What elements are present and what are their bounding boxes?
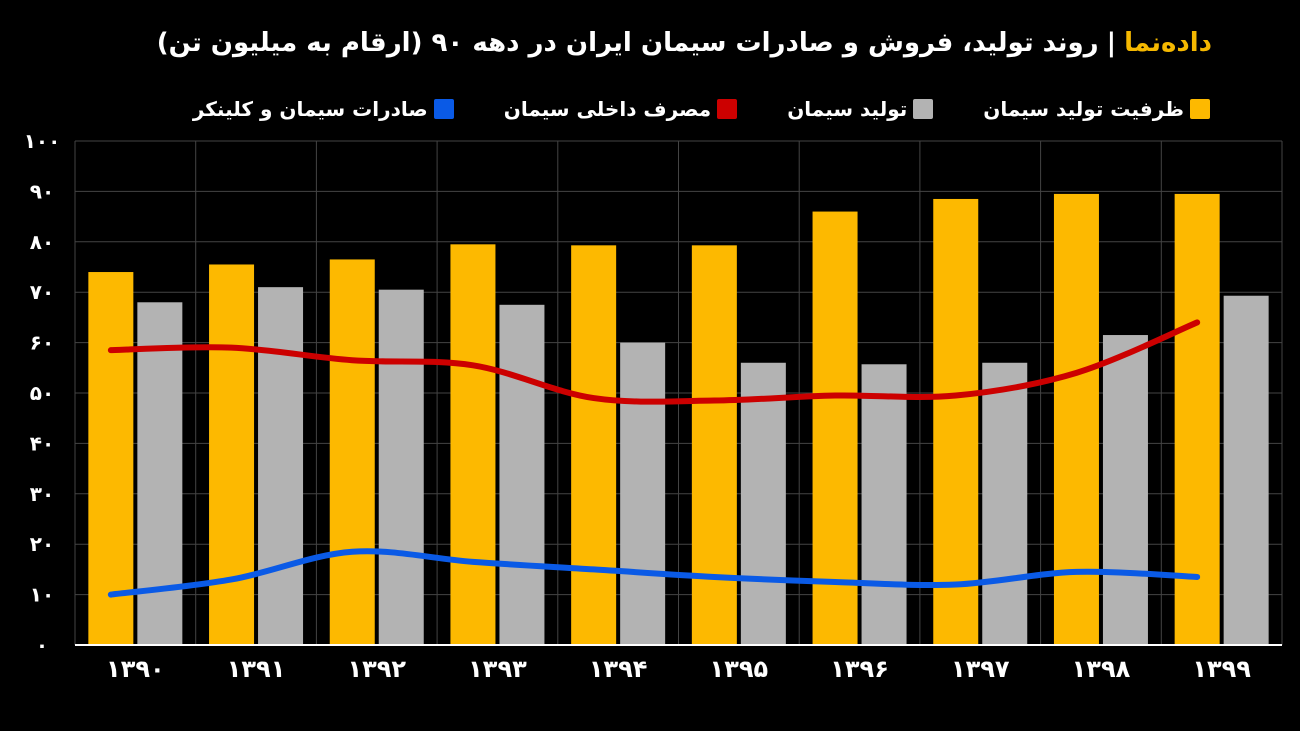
legend-swatch-capacity — [1190, 99, 1210, 119]
bar-capacity — [812, 211, 858, 645]
bar-production — [620, 342, 666, 645]
y-tick-label: ۹۰ — [30, 179, 54, 203]
x-tick-label: ۱۳۹۹ — [1192, 655, 1251, 683]
x-tick-label: ۱۳۹۸ — [1072, 655, 1131, 683]
y-tick-label: ۳۰ — [30, 482, 54, 506]
line-consumption — [107, 319, 1201, 405]
bar-production — [740, 362, 786, 645]
x-tick-label: ۱۳۹۶ — [830, 655, 889, 683]
y-tick-label: ۵۰ — [30, 381, 54, 405]
line-exports — [107, 548, 1201, 598]
bar-capacity — [1053, 193, 1099, 646]
x-tick-label: ۱۳۹۱ — [227, 655, 286, 683]
bar-production — [499, 304, 545, 645]
bar-capacity — [450, 244, 496, 645]
bar-capacity — [329, 259, 375, 645]
legend-swatch-production — [913, 99, 934, 119]
y-tick-label: ۴۰ — [30, 431, 54, 455]
title-text: روند تولید، فروش و صادرات سیمان ایران در… — [156, 28, 1099, 58]
chart-legend: ظرفیت تولید سیمان تولید سیمان مصرف داخلی… — [193, 97, 1210, 121]
bar-capacity — [933, 198, 979, 645]
bar-capacity — [209, 264, 255, 645]
brand-name: داده‌نما — [1124, 28, 1212, 58]
chart-title: داده‌نما|روند تولید، فروش و صادرات سیمان… — [40, 28, 1212, 58]
x-tick-label: ۱۳۹۵ — [710, 655, 769, 683]
legend-item-exports: صادرات سیمان و کلینکر — [193, 97, 454, 121]
y-tick-label: ۱۰ — [30, 583, 54, 607]
bar-capacity — [88, 272, 134, 645]
legend-swatch-consumption — [717, 99, 738, 119]
bar-production — [258, 287, 304, 645]
bar-production — [1223, 295, 1269, 645]
bar-capacity — [1174, 193, 1220, 646]
x-tick-label: ۱۳۹۳ — [468, 655, 527, 683]
legend-swatch-exports — [433, 99, 454, 119]
bar-capacity — [691, 245, 737, 645]
y-tick-label: ۶۰ — [30, 331, 54, 355]
title-separator: | — [1106, 28, 1117, 58]
bar-production — [378, 289, 424, 645]
x-tick-label: ۱۳۹۴ — [589, 655, 648, 683]
x-tick-label: ۱۳۹۰ — [106, 655, 165, 683]
legend-label-exports: صادرات سیمان و کلینکر — [192, 97, 428, 121]
bar-production — [1102, 335, 1148, 645]
legend-item-consumption: مصرف داخلی سیمان — [503, 97, 738, 121]
bar-production — [861, 364, 907, 645]
bar-capacity — [571, 245, 617, 645]
legend-item-production: تولید سیمان — [787, 97, 934, 121]
y-tick-label: ۰ — [36, 633, 48, 657]
legend-label-production: تولید سیمان — [787, 97, 908, 121]
x-tick-label: ۱۳۹۲ — [347, 655, 406, 683]
y-tick-label: ۲۰ — [30, 532, 54, 556]
y-tick-label: ۷۰ — [30, 280, 54, 304]
legend-label-consumption: مصرف داخلی سیمان — [503, 97, 712, 121]
x-tick-label: ۱۳۹۷ — [951, 655, 1010, 683]
y-tick-label: ۸۰ — [30, 230, 54, 254]
legend-item-capacity: ظرفیت تولید سیمان — [983, 97, 1210, 121]
legend-label-capacity: ظرفیت تولید سیمان — [983, 97, 1184, 121]
y-tick-label: ۱۰۰ — [24, 129, 61, 153]
bar-production — [982, 362, 1028, 645]
